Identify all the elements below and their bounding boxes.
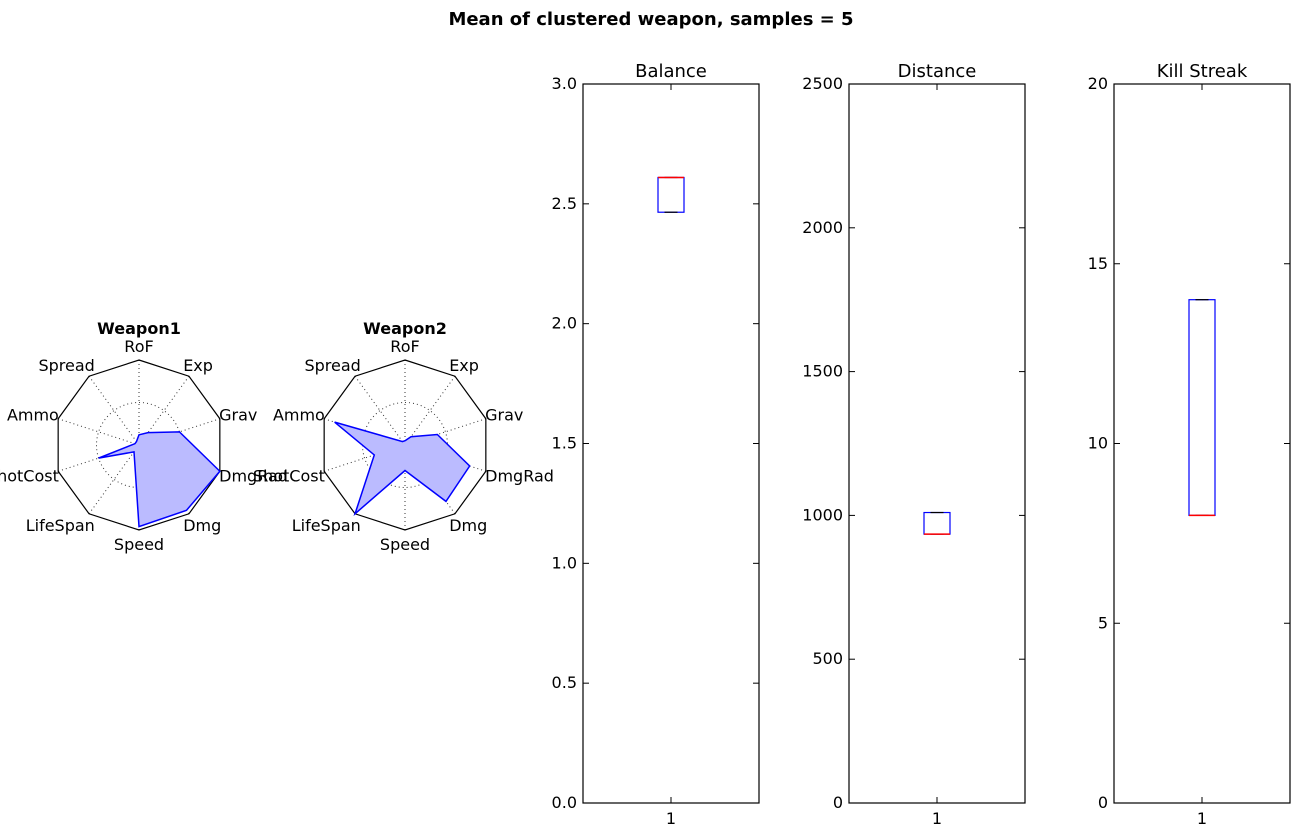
radar-weapon2: RoF Exp Grav DmgRad Dmg Speed LifeSpan ShotCost… [253, 319, 554, 554]
radar-axis-label-dmgrad: DmgRad [485, 467, 554, 486]
radar-axis-label-rof: RoF [124, 337, 153, 356]
ytick-label: 2500 [802, 74, 843, 93]
radar-series [98, 431, 221, 528]
radar-frame [57, 359, 221, 531]
radar-axis-label-dmgrad: DmgRad [219, 467, 288, 486]
radar-axis-label-grav: Grav [219, 405, 257, 424]
boxplot-distance: 0 500 1000 1500 2000 2500 1 Distance [802, 61, 1026, 828]
radar-axis-label-dmg: Dmg [449, 516, 487, 535]
radar-axis-label-shotcost: ShotCost [0, 467, 59, 486]
axes-title: Distance [898, 61, 977, 82]
radar-axis-label-exp: Exp [449, 356, 479, 375]
ytick-label: 3.0 [552, 74, 577, 93]
ytick-label: 2000 [802, 218, 843, 237]
radar-axis-label-dmg: Dmg [183, 516, 221, 535]
boxplot-kill-streak: 0 5 10 15 20 1 Kill Streak [1088, 61, 1291, 828]
ytick-label: 500 [812, 649, 843, 668]
ytick-label: 1000 [802, 505, 843, 524]
ytick-label: 0 [1098, 793, 1108, 812]
ytick-label: 5 [1098, 613, 1108, 632]
axes-frame [582, 83, 760, 804]
radar-frame [323, 359, 487, 531]
radar-axis-label-speed: Speed [114, 535, 164, 554]
ytick-label: 0.5 [552, 673, 577, 692]
radar-axis-label-spread: Spread [38, 356, 94, 375]
ytick-label: 1500 [802, 362, 843, 381]
radar-axis-label-lifespan: LifeSpan [26, 516, 95, 535]
radar-axis-label-speed: Speed [380, 535, 430, 554]
ytick-label: 1.5 [552, 434, 577, 453]
axes-frame [1113, 83, 1291, 804]
radar-weapon1: RoF Exp Grav DmgRad Dmg Speed LifeSpan ShotCost… [0, 319, 288, 554]
ytick-label: 0 [833, 793, 843, 812]
radar-series [334, 421, 471, 517]
xtick-label: 1 [932, 809, 942, 828]
axes-title: Kill Streak [1157, 61, 1248, 82]
radar-axis-label-rof: RoF [390, 337, 419, 356]
ytick-label: 15 [1088, 254, 1108, 273]
xtick-label: 1 [666, 809, 676, 828]
radar-title: Weapon1 [97, 319, 181, 338]
radar-axis-label-exp: Exp [183, 356, 213, 375]
radar-title: Weapon2 [363, 319, 447, 338]
radar-spoke [88, 375, 140, 446]
radar-axis-label-spread: Spread [304, 356, 360, 375]
figure-title: Mean of clustered weapon, samples = 5 [448, 9, 853, 30]
radar-axis-label-ammo: Ammo [7, 405, 59, 424]
radar-axis-label-shotcost: ShotCost [253, 467, 325, 486]
radar-axis-label-ammo: Ammo [273, 405, 325, 424]
radar-axis-label-lifespan: LifeSpan [292, 516, 361, 535]
axes-frame [848, 83, 1026, 804]
ytick-label: 20 [1088, 74, 1108, 93]
ytick-label: 0.0 [552, 793, 577, 812]
ytick-label: 10 [1088, 434, 1108, 453]
radar-spoke [58, 418, 140, 446]
boxplot-balance: 0.0 0.5 1.0 1.5 2.0 2.5 3.0 1 Balance [552, 61, 760, 828]
ytick-label: 2.5 [552, 194, 577, 213]
axes-title: Balance [635, 61, 707, 82]
ytick-label: 2.0 [552, 314, 577, 333]
xtick-label: 1 [1197, 809, 1207, 828]
ytick-label: 1.0 [552, 553, 577, 572]
radar-axis-label-grav: Grav [485, 405, 523, 424]
